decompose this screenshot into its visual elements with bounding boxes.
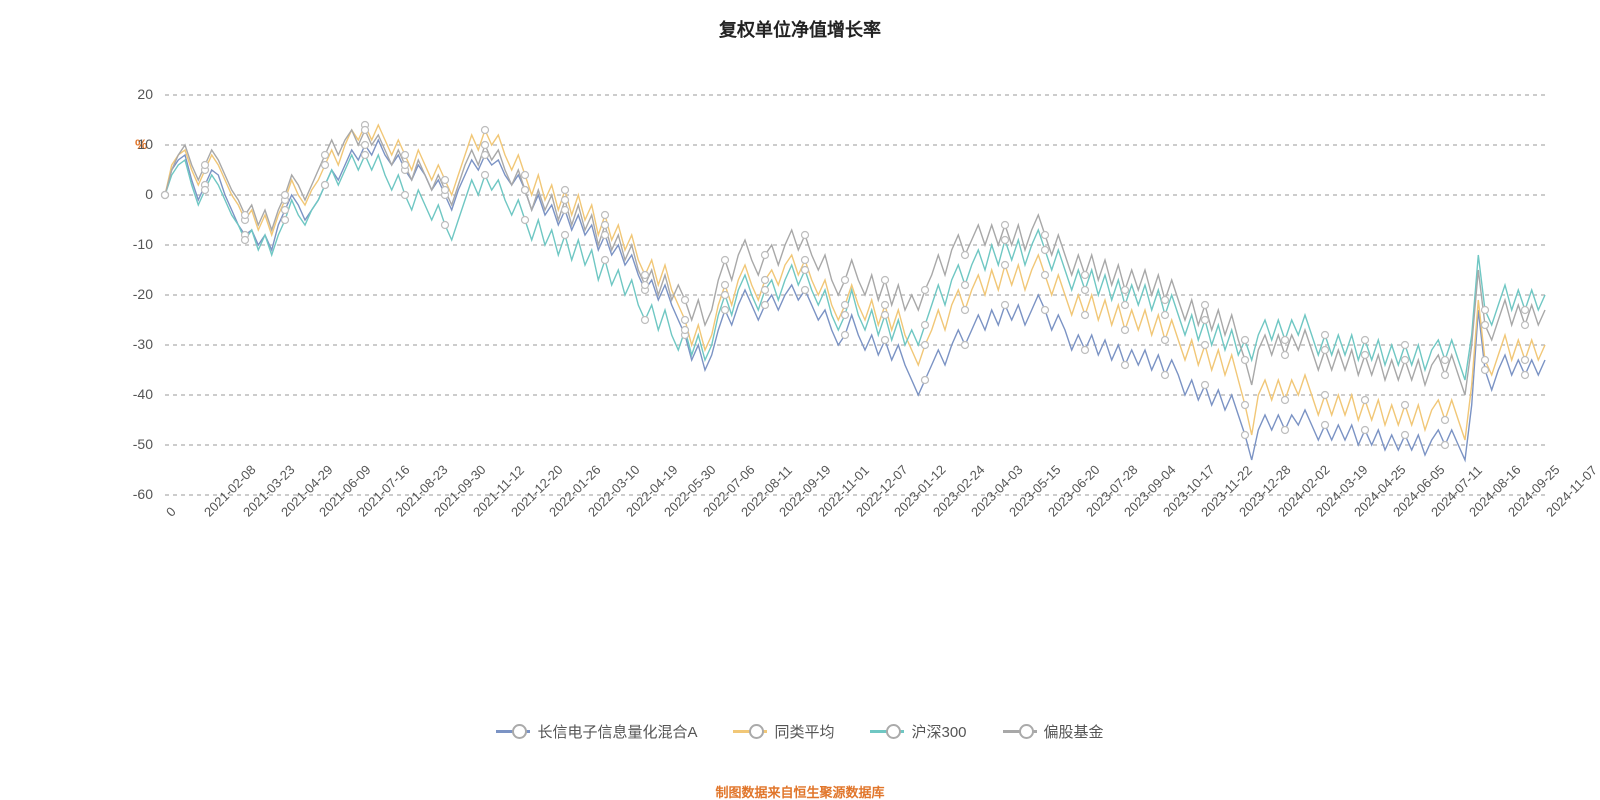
plot-area <box>0 0 1600 800</box>
legend-label: 沪深300 <box>911 721 966 742</box>
legend-marker-icon <box>512 724 527 739</box>
legend-item: 长信电子信息量化混合A <box>496 721 697 742</box>
legend-marker-icon <box>886 724 901 739</box>
legend-item: 偏股基金 <box>1003 721 1104 742</box>
y-tick: 0 <box>0 186 153 202</box>
legend-item: 同类平均 <box>733 721 834 742</box>
y-tick: -30 <box>0 336 153 352</box>
y-tick: -20 <box>0 286 153 302</box>
legend-label: 偏股基金 <box>1044 721 1104 742</box>
y-tick: -40 <box>0 386 153 402</box>
legend-marker-icon <box>749 724 764 739</box>
legend-marker-icon <box>1019 724 1034 739</box>
legend-label: 同类平均 <box>774 721 834 742</box>
y-tick: 10 <box>0 136 153 152</box>
chart-container: 复权单位净值增长率 % -60-50-40-30-20-1001020 0202… <box>0 0 1600 800</box>
y-tick: -10 <box>0 236 153 252</box>
y-tick: 20 <box>0 86 153 102</box>
y-tick: -60 <box>0 486 153 502</box>
footer-credit: 制图数据来自恒生聚源数据库 <box>0 782 1600 800</box>
legend-item: 沪深300 <box>870 721 966 742</box>
legend-label: 长信电子信息量化混合A <box>537 721 697 742</box>
y-tick: -50 <box>0 436 153 452</box>
legend: 长信电子信息量化混合A 同类平均 沪深300 偏股基金 <box>0 720 1600 742</box>
